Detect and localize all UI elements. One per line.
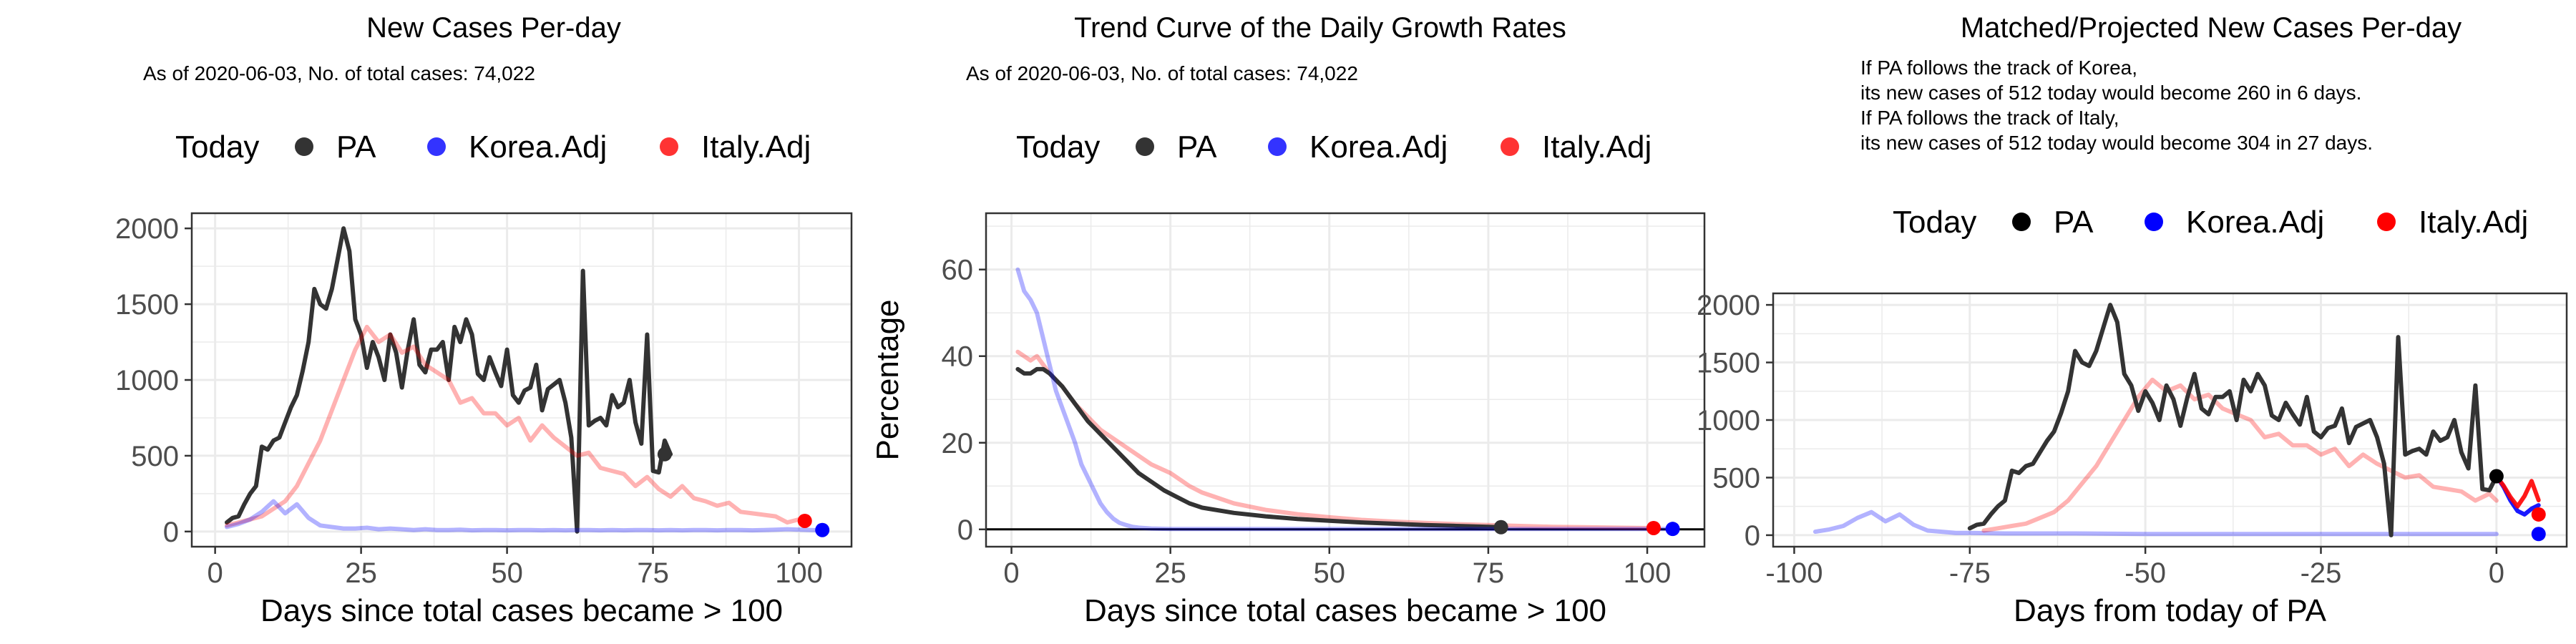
legend: Today PA Korea.Adj Italy.Adj [1893,205,2528,240]
y-tick-label: 1000 [1697,405,1760,436]
panel-2: Trend Curve of the Daily Growth Rates As … [870,12,1706,628]
panel-1: New Cases Per-day As of 2020-06-03, No. o… [115,12,853,628]
legend-label: Italy.Adj [701,130,811,165]
series-line-korea-adj [1015,267,1675,532]
x-tick-label: -50 [2124,557,2166,589]
today-point-korea-adj [1665,522,1680,537]
today-point-italy-adj [2531,507,2546,522]
legend-label: Italy.Adj [2419,205,2528,240]
legend-label: PA [1177,130,1217,165]
series-line-italy-adj-projection [2494,474,2541,509]
x-tick-label: 0 [208,557,223,589]
legend-title: Today [1893,205,1976,240]
today-point-pa [657,447,672,462]
legend-key-pa [295,137,313,156]
y-tick-label: 60 [942,255,974,286]
today-point-italy-adj [1646,520,1661,535]
x-tick-label: 25 [345,557,377,589]
legend-title: Today [1016,130,1100,165]
today-point-italy-adj [797,513,812,528]
y-tick-label: 2000 [1697,290,1760,321]
today-point-korea-adj [815,522,830,537]
series-line-korea-adj [225,499,825,533]
y-tick-label: 2000 [115,213,179,245]
y-tick-label: 0 [1745,520,1760,552]
legend-label: Korea.Adj [2186,205,2324,240]
legend-key-italy-adj [1501,137,1519,156]
y-tick-label: 1500 [1697,348,1760,379]
legend-title: Today [175,130,259,165]
legend-label: PA [336,130,376,165]
y-tick-label: 40 [942,341,974,373]
chart-subtitle-line: If PA follows the track of Italy, [1860,107,2119,129]
today-point-korea-adj [2531,527,2546,542]
today-point-pa [2489,469,2504,484]
series-line-italy-adj [1981,377,2499,533]
chart-subtitle: As of 2020-06-03, No. of total cases: 74… [143,62,535,84]
y-tick-label: 500 [131,441,179,472]
x-axis-label: Days from today of PA [2014,593,2327,628]
series-line-pa [1967,303,2499,537]
legend-label: Italy.Adj [1542,130,1652,165]
y-tick-label: 500 [1712,462,1760,494]
legend-key-korea-adj [1268,137,1287,156]
x-tick-label: 75 [1473,557,1505,589]
legend-key-korea-adj [427,137,446,156]
chart-subtitle-line: If PA follows the track of Korea, [1860,57,2137,79]
legend-key-korea-adj [2145,213,2163,231]
legend-key-italy-adj [660,137,678,156]
x-axis-label: Days since total cases became > 100 [260,593,783,628]
x-tick-label: 75 [637,557,669,589]
x-axis-label: Days since total cases became > 100 [1084,593,1606,628]
chart-subtitle-line: its new cases of 512 today would become … [1860,82,2361,104]
legend: Today PA Korea.Adj Italy.Adj [1016,130,1652,165]
y-tick-label: 1000 [115,365,179,396]
y-axis-label: Percentage [870,299,905,460]
chart-title: New Cases Per-day [366,12,621,44]
series-line-pa [225,226,673,534]
series-line-korea-adj [1813,509,2499,537]
plot-background [986,213,1704,547]
legend: Today PA Korea.Adj Italy.Adj [175,130,811,165]
x-tick-label: 0 [2489,557,2504,589]
x-tick-label: -100 [1765,557,1823,589]
legend-key-italy-adj [2377,213,2396,231]
x-tick-label: -25 [2301,557,2342,589]
y-tick-label: 1500 [115,289,179,321]
y-tick-label: 0 [163,517,179,548]
legend-key-pa [1136,137,1154,156]
panel-3: Matched/Projected New Cases Per-day If PA… [1697,12,2568,628]
x-tick-label: -75 [1949,557,1991,589]
x-tick-label: 100 [1624,557,1672,589]
legend-label: Korea.Adj [1309,130,1448,165]
x-tick-label: 50 [1314,557,1346,589]
chart-title: Trend Curve of the Daily Growth Rates [1074,12,1566,44]
plot-border [985,212,1706,548]
today-point-pa [1493,519,1508,535]
y-tick-label: 0 [957,514,973,546]
chart-title: Matched/Projected New Cases Per-day [1961,12,2462,44]
legend-label: PA [2054,205,2094,240]
x-tick-label: 0 [1003,557,1019,589]
chart-subtitle: As of 2020-06-03, No. of total cases: 74… [966,62,1358,84]
x-tick-label: 25 [1154,557,1186,589]
legend-label: Korea.Adj [469,130,607,165]
y-tick-label: 20 [942,428,974,459]
chart-subtitle-line: its new cases of 512 today would become … [1860,132,2373,154]
x-tick-label: 50 [491,557,523,589]
x-tick-label: 100 [775,557,823,589]
legend-key-pa [2012,213,2031,231]
series-line-pa [1015,366,1503,530]
series-line-italy-adj [225,324,807,528]
